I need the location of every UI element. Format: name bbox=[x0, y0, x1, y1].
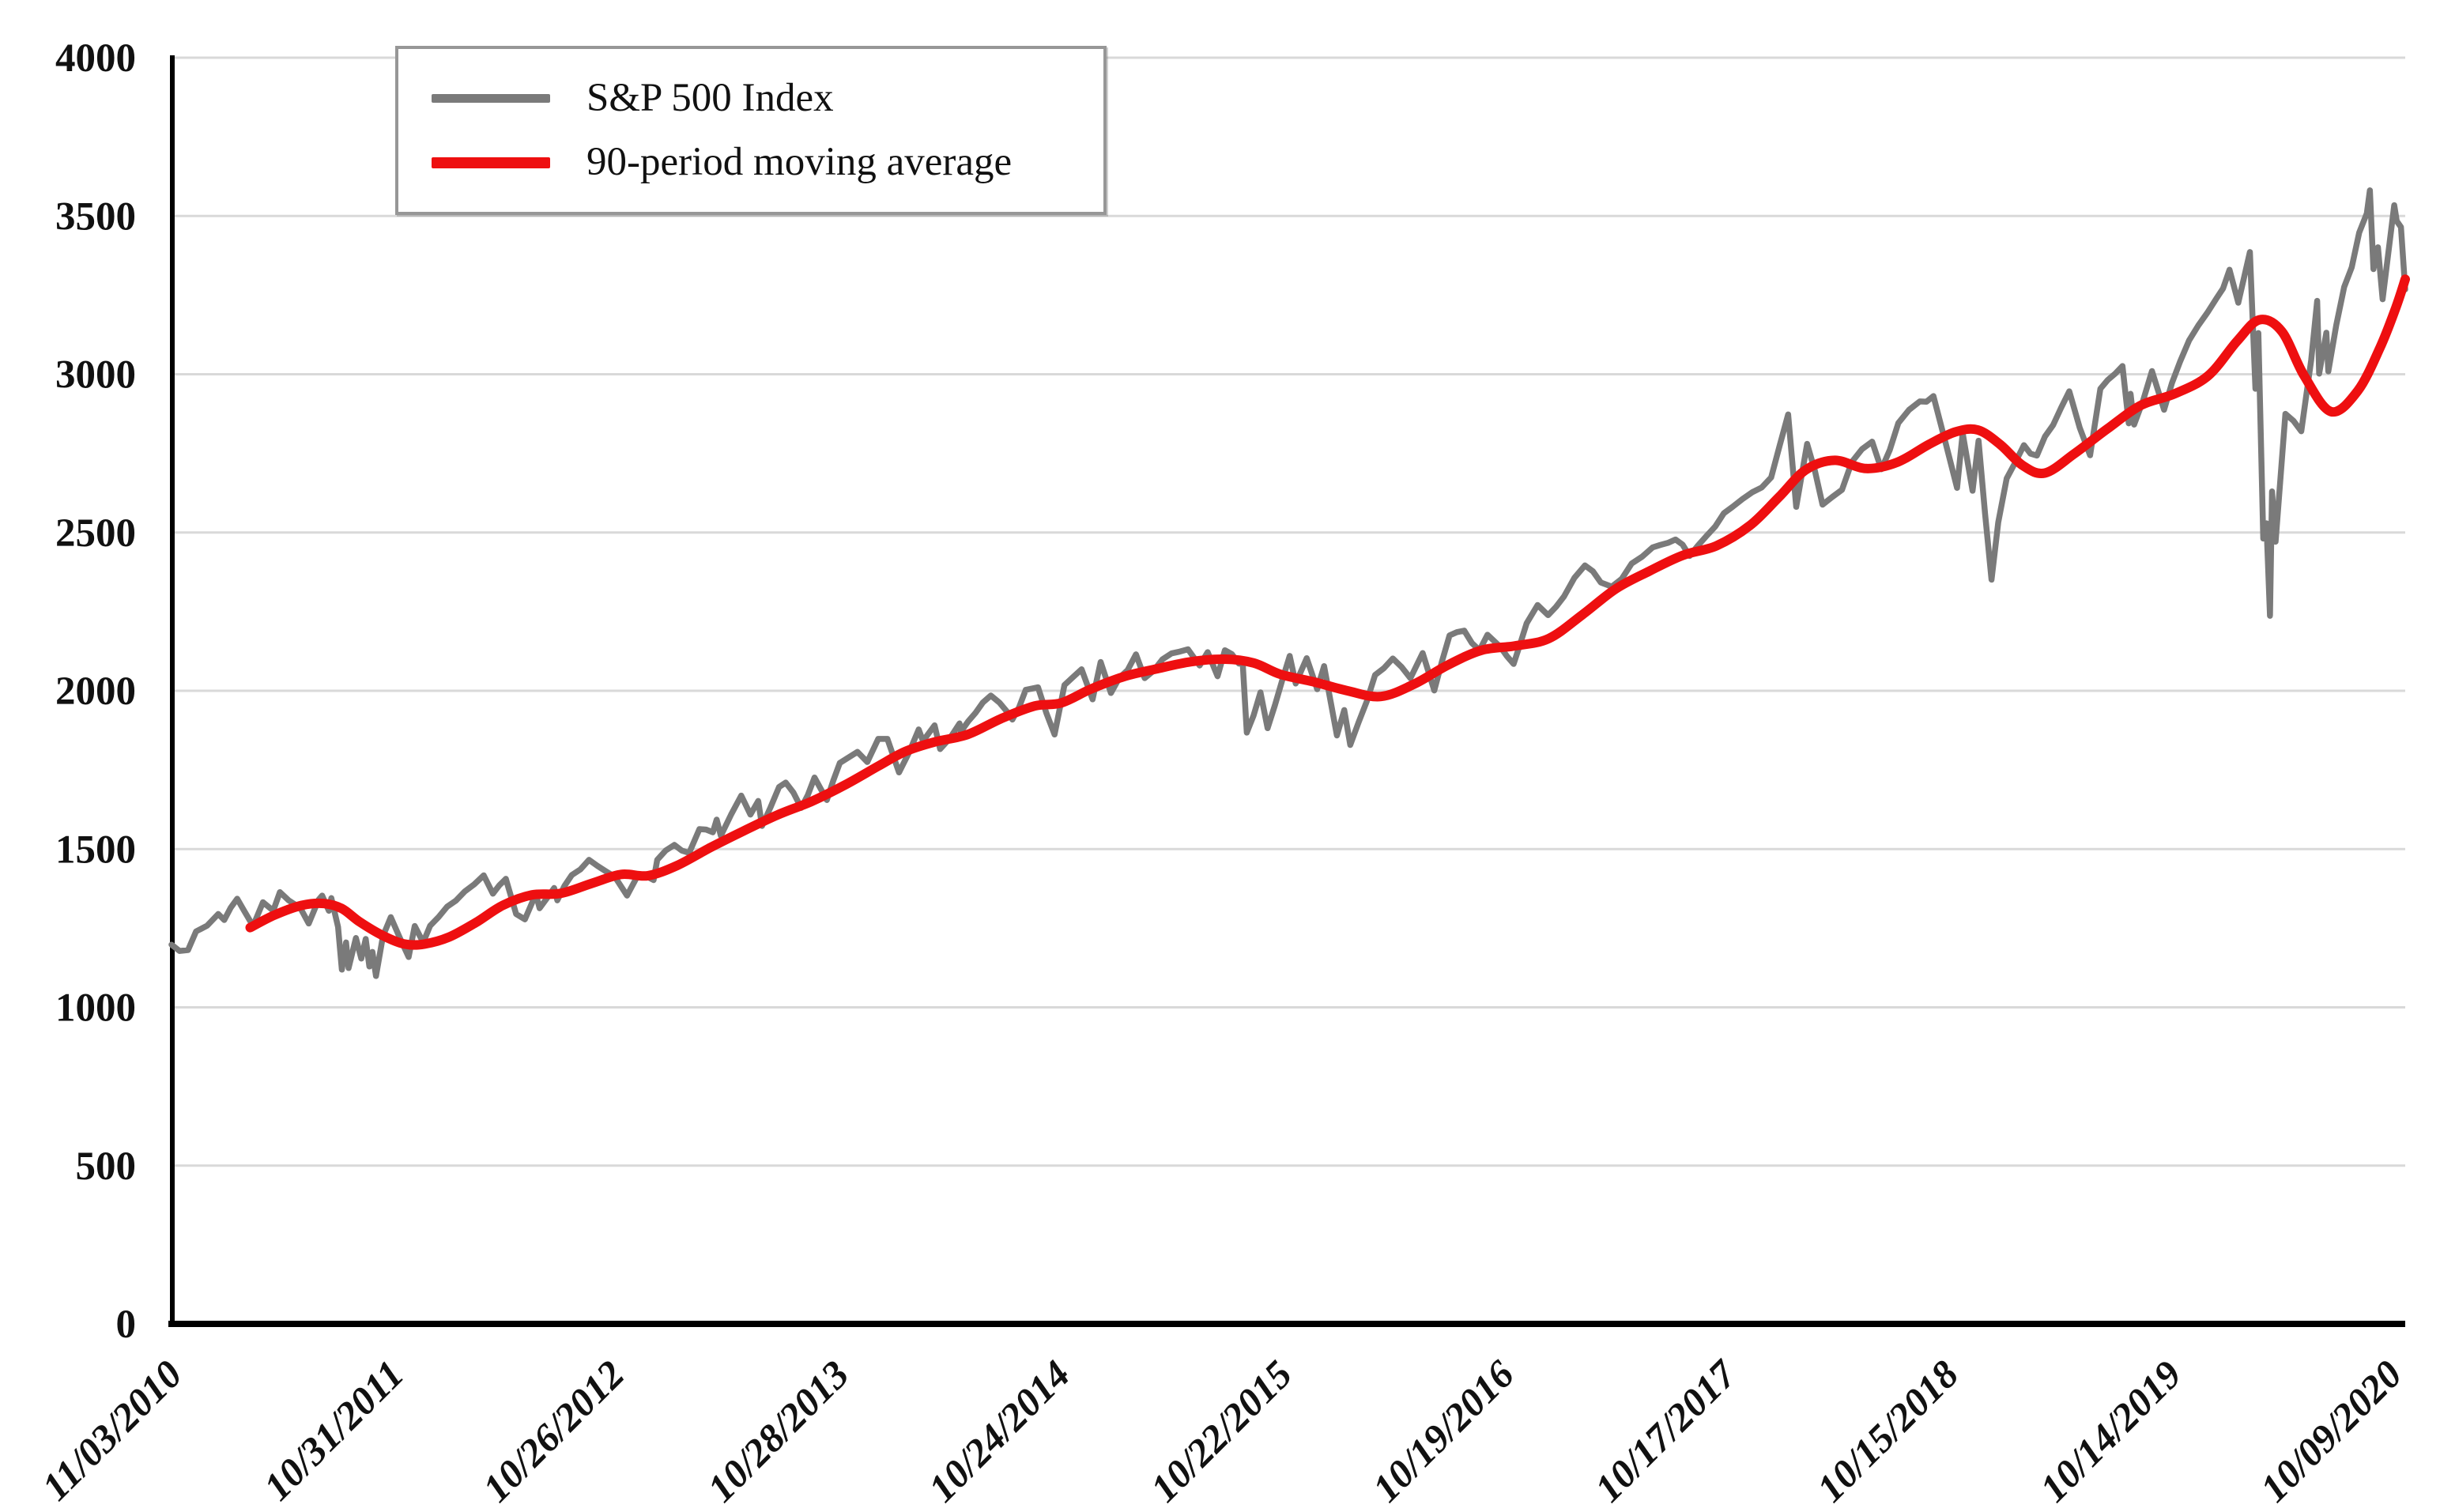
legend-item-moving-average: 90-period moving average bbox=[432, 142, 1096, 183]
x-axis-label-5: 10/22/2015 bbox=[1142, 1352, 1301, 1510]
x-axis-label-10: 10/09/2020 bbox=[2252, 1352, 2411, 1510]
y-axis-label-0: 0 bbox=[116, 1303, 137, 1347]
y-axis-label-3500: 3500 bbox=[55, 194, 136, 239]
y-axis-label-3000: 3000 bbox=[55, 353, 136, 398]
sp500-series-line bbox=[168, 187, 2408, 979]
legend-label-moving-average: 90-period moving average bbox=[586, 140, 1013, 185]
y-axis-label-1000: 1000 bbox=[55, 986, 136, 1031]
x-axis-label-2: 10/26/2012 bbox=[474, 1352, 633, 1510]
legend-label-sp500: S&P 500 Index bbox=[586, 75, 834, 120]
x-axis-label-7: 10/17/2017 bbox=[1586, 1351, 1746, 1510]
legend: S&P 500 Index 90-period moving average bbox=[395, 46, 1107, 215]
x-axis-label-9: 10/14/2019 bbox=[2031, 1352, 2190, 1510]
x-axis-label-6: 10/19/2016 bbox=[1363, 1352, 1522, 1510]
x-axis-label-4: 10/24/2014 bbox=[920, 1352, 1079, 1510]
x-axis-label-1: 10/31/2011 bbox=[255, 1352, 413, 1509]
y-axis-label-1500: 1500 bbox=[55, 828, 136, 872]
x-axis-label-3: 10/28/2013 bbox=[699, 1352, 858, 1510]
y-axis-label-500: 500 bbox=[76, 1144, 137, 1189]
sp500-line-swatch bbox=[432, 93, 550, 103]
moving-average-series-line bbox=[245, 274, 2410, 950]
y-axis-label-2000: 2000 bbox=[55, 669, 136, 714]
x-axis-label-0: 11/03/2010 bbox=[33, 1352, 190, 1509]
x-axis-label-8: 10/15/2018 bbox=[1808, 1352, 1967, 1510]
y-axis-label-4000: 4000 bbox=[55, 36, 136, 81]
moving-average-line-swatch bbox=[432, 156, 550, 168]
y-axis-label-2500: 2500 bbox=[55, 511, 136, 556]
legend-item-sp500: S&P 500 Index bbox=[432, 75, 1096, 120]
